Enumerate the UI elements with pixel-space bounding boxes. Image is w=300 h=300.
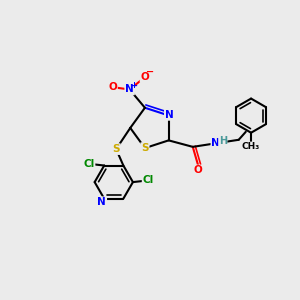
Text: N: N (125, 85, 134, 94)
Text: CH₃: CH₃ (242, 142, 260, 151)
Text: N: N (98, 197, 106, 207)
Text: N: N (165, 110, 174, 120)
Text: Cl: Cl (142, 175, 154, 185)
Text: O: O (194, 165, 203, 176)
Text: S: S (141, 143, 149, 153)
Text: −: − (146, 67, 154, 77)
Text: H: H (219, 136, 227, 146)
Text: S: S (112, 144, 120, 154)
Text: +: + (130, 81, 137, 90)
Text: O: O (108, 82, 117, 92)
Text: Cl: Cl (83, 159, 94, 169)
Text: N: N (212, 138, 220, 148)
Text: O: O (140, 72, 149, 82)
